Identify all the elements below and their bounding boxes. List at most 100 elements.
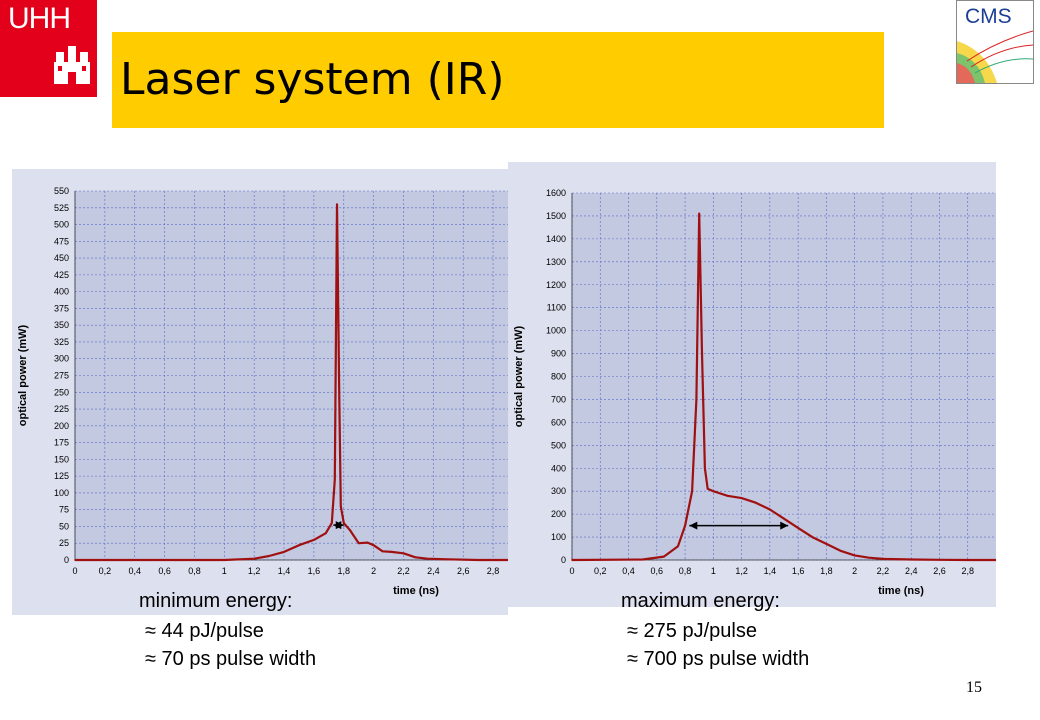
right-chart-y-tick-label: 900: [551, 349, 566, 359]
right-chart-series-line: [571, 212, 996, 562]
left-caption-heading: minimum energy:: [139, 590, 293, 612]
left-chart-y-tick-label: 125: [54, 471, 69, 481]
left-chart-data-point: [74, 559, 76, 561]
left-chart-data-point: [366, 541, 369, 544]
left-chart-data-point: [253, 557, 255, 560]
left-chart-data-point: [313, 539, 315, 541]
left-chart-x-tick-label: 2: [371, 566, 376, 576]
right-chart-data-point: [910, 558, 912, 561]
left-chart-data-point: [357, 542, 360, 545]
left-chart-data-point: [223, 559, 226, 561]
left-chart-y-tick-label: 325: [54, 337, 69, 347]
left-chart-y-tick-label: 250: [54, 387, 69, 397]
right-chart-x-tick-label: 1,6: [792, 566, 805, 576]
title-bar: Laser system (IR): [112, 32, 884, 128]
left-chart-x-tick-label: 2,2: [397, 566, 410, 576]
right-chart-data-point: [571, 559, 573, 561]
left-chart-y-tick-label: 275: [54, 371, 69, 381]
right-chart-x-tick-label: 1: [711, 566, 716, 576]
left-chart-data-point: [426, 557, 429, 560]
left-chart-y-tick-label: 450: [54, 253, 69, 263]
right-chart: 0 0,2 0,4 0,6 0,8 1 1,2 1,4 1,6 1,8 2 2,2 2,4 2,6 2,8 0…: [508, 162, 996, 607]
right-chart-data-point: [706, 488, 709, 490]
right-chart-x-axis-label: time (ns): [878, 585, 924, 597]
left-chart-x-tick-label: 0,4: [128, 566, 141, 576]
right-chart-data-point: [995, 559, 996, 561]
right-chart-data-point: [825, 543, 828, 545]
right-chart-y-tick-label: 1200: [546, 280, 566, 290]
right-chart-data-point: [726, 494, 729, 497]
left-chart-data-point: [447, 558, 450, 561]
right-chart-x-tick-label: 0: [569, 566, 574, 576]
hamburg-castle-icon: [54, 46, 90, 84]
left-chart-y-tick-label: 175: [54, 438, 69, 448]
slide-number: 15: [966, 679, 982, 696]
cms-detector-graphic: [957, 30, 1033, 83]
left-chart-data-point: [477, 559, 479, 561]
right-chart-x-tick-label: 1,2: [735, 566, 748, 576]
right-chart-y-tick-label: 300: [551, 486, 566, 496]
right-chart-data-point: [839, 550, 842, 552]
left-chart-data-point: [283, 551, 285, 553]
right-chart-x-tick-label: 2,4: [905, 566, 918, 576]
left-chart-data-point: [336, 203, 338, 206]
left-chart-y-tick-label: 425: [54, 270, 69, 280]
left-chart-data-point: [338, 398, 341, 400]
left-chart-y-tick-label: 350: [54, 320, 69, 330]
left-caption-energy: ≈ 44 pJ/pulse: [145, 620, 264, 642]
right-chart-data-point: [783, 517, 785, 520]
left-chart-y-tick-label: 475: [54, 236, 69, 246]
right-chart-x-tick-label: 0,2: [594, 566, 607, 576]
right-chart-x-tick-label: 2,6: [933, 566, 946, 576]
cms-logo: CMS: [956, 0, 1034, 84]
right-chart-width-arrow-head-left: [689, 521, 698, 530]
left-chart-data-point: [268, 555, 270, 557]
left-chart-x-tick-label: 1,4: [278, 566, 291, 576]
left-chart-data-point: [402, 552, 405, 555]
left-chart-x-tick-label: 0,2: [99, 566, 112, 576]
left-chart-data-point: [339, 505, 342, 508]
right-chart-y-tick-label: 1500: [546, 211, 566, 221]
left-chart-y-tick-label: 200: [54, 421, 69, 431]
right-chart-y-tick-label: 1300: [546, 257, 566, 267]
right-chart-y-tick-label: 100: [551, 532, 566, 542]
right-chart-data-point: [684, 524, 686, 527]
slide-title: Laser system (IR): [120, 54, 505, 105]
left-chart-x-axis-label: time (ns): [393, 585, 439, 597]
left-chart-data-point: [325, 532, 327, 534]
left-chart-data-point: [381, 550, 384, 553]
right-chart-x-tick-label: 1,8: [820, 566, 833, 576]
right-chart-y-tick-label: 600: [551, 417, 566, 427]
right-chart-data-point: [938, 558, 941, 561]
left-chart-x-tick-label: 1,2: [248, 566, 261, 576]
right-chart-data-point: [740, 497, 743, 499]
left-chart-x-tick-label: 0,6: [158, 566, 171, 576]
right-caption-energy: ≈ 275 pJ/pulse: [627, 620, 757, 642]
left-chart-y-tick-label: 375: [54, 303, 69, 313]
left-chart-y-tick-label: 25: [59, 538, 69, 548]
right-caption-width: ≈ 700 ps pulse width: [627, 648, 810, 670]
left-chart-data-point: [390, 551, 393, 553]
left-chart-series-line: [75, 203, 508, 562]
right-chart-data-point: [698, 212, 700, 215]
right-chart-data-point: [797, 527, 799, 529]
right-chart-data-point: [719, 492, 722, 495]
left-chart-x-tick-label: 1,8: [338, 566, 351, 576]
left-chart-data-point: [298, 544, 300, 547]
right-chart-width-arrow-head-right: [780, 521, 789, 530]
right-chart-y-tick-label: 700: [551, 394, 566, 404]
right-chart-data-point: [882, 558, 884, 560]
cms-logo-text: CMS: [965, 5, 1012, 28]
left-chart-data-point: [342, 522, 345, 524]
right-chart-x-tick-label: 2: [852, 566, 857, 576]
right-chart-data-point: [677, 545, 679, 548]
left-chart-x-tick-label: 2,8: [487, 566, 500, 576]
right-chart-data-point: [709, 489, 712, 491]
right-chart-x-tick-label: 0,8: [679, 566, 692, 576]
left-chart-y-tick-label: 550: [54, 186, 69, 196]
right-chart-data-point: [853, 554, 856, 557]
left-chart-data-point: [334, 478, 336, 481]
left-chart-data-point: [414, 556, 417, 559]
left-chart-y-axis-label: optical power (mW): [17, 324, 29, 426]
left-caption-width: ≈ 70 ps pulse width: [145, 648, 317, 670]
